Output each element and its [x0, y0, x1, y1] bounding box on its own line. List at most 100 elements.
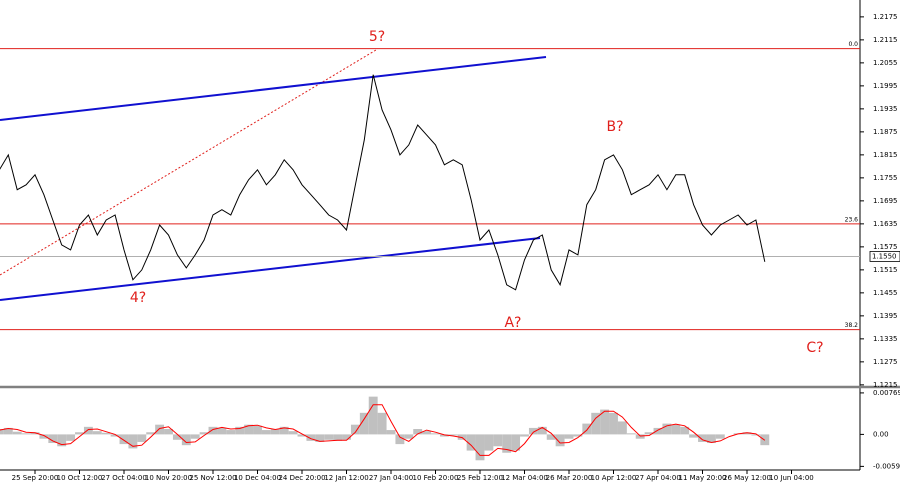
- fib-level-label: 0.0: [848, 41, 858, 48]
- histogram-bar: [635, 434, 645, 439]
- x-tick-label: 10 Dec 04:00: [234, 474, 281, 482]
- histogram-bar: [101, 432, 111, 435]
- histogram-bar: [48, 434, 58, 444]
- x-tick-label: 10 Jun 04:00: [769, 474, 813, 482]
- histogram-bar: [315, 434, 325, 442]
- histogram-bar: [493, 434, 503, 447]
- histogram-bar: [164, 429, 173, 435]
- y-tick-label: 1.1995: [873, 82, 898, 90]
- y-tick-label: 1.1275: [873, 358, 898, 366]
- y-tick-label: 1.1695: [873, 197, 898, 205]
- histogram-bar: [57, 434, 67, 447]
- histogram-bar: [502, 434, 512, 453]
- x-tick-label: 10 Apr 12:00: [591, 474, 637, 482]
- histogram-bar: [226, 430, 236, 435]
- x-tick-label: 27 Jan 04:00: [369, 474, 413, 482]
- wave-label: A?: [504, 315, 521, 331]
- histogram-bar: [644, 432, 654, 435]
- histogram-bar: [484, 434, 494, 451]
- y-tick-label: 1.1215: [873, 381, 898, 389]
- histogram-bar: [413, 429, 423, 435]
- histogram-bar: [172, 434, 182, 440]
- histogram-bar: [715, 434, 725, 439]
- y-tick-label: 1.1935: [873, 105, 898, 113]
- histogram-bar: [12, 431, 22, 435]
- y-tick-label: 1.1635: [873, 220, 898, 228]
- histogram-bar: [306, 434, 316, 441]
- y-tick-label: 1.2055: [873, 59, 898, 67]
- x-tick-label: 26 Mar 20:00: [546, 474, 593, 482]
- x-tick-label: 25 Sep 20:00: [12, 474, 59, 482]
- histogram-bar: [190, 434, 200, 439]
- histogram-bar: [591, 412, 601, 435]
- y-tick-label: 0.00769: [873, 389, 900, 397]
- histogram-bar: [653, 427, 663, 435]
- histogram-bar: [66, 434, 76, 441]
- histogram-bar: [75, 432, 84, 435]
- x-tick-label: 12 Mar 04:00: [501, 474, 548, 482]
- histogram-bar: [0, 429, 4, 435]
- histogram-bar: [350, 424, 360, 435]
- histogram-bar: [698, 434, 707, 442]
- histogram-bar: [600, 409, 610, 435]
- x-tick-label: 25 Feb 12:00: [457, 474, 503, 482]
- histogram-bar: [137, 434, 147, 442]
- histogram-bar: [573, 434, 583, 437]
- histogram-bar: [333, 434, 343, 441]
- current-price-label: 1.1550: [872, 252, 897, 260]
- current-price-box: [869, 251, 900, 262]
- x-tick-label: 27 Apr 04:00: [635, 474, 681, 482]
- histogram-bar: [377, 412, 387, 435]
- fib-trend-line: [0, 49, 377, 276]
- histogram-bar: [244, 424, 254, 435]
- y-tick-label: 1.1335: [873, 335, 898, 343]
- histogram-bar: [181, 434, 191, 446]
- histogram-bar: [439, 434, 449, 437]
- price-line: [0, 74, 766, 291]
- wave-label: B?: [606, 119, 623, 135]
- histogram-bar: [279, 426, 289, 435]
- channel-upper: [0, 56, 547, 121]
- histogram-bar: [706, 434, 716, 444]
- histogram-bar: [466, 434, 476, 451]
- histogram-bar: [431, 433, 440, 435]
- histogram-bar: [422, 431, 432, 435]
- histogram-bar: [83, 426, 93, 435]
- histogram-bar: [217, 427, 227, 435]
- y-tick-label: 1.1815: [873, 151, 898, 159]
- histogram-bar: [617, 421, 627, 435]
- histogram-bar: [39, 434, 49, 439]
- y-tick-label: 1.2175: [873, 13, 898, 21]
- histogram-bar: [110, 434, 120, 437]
- histogram-bar: [662, 423, 672, 435]
- histogram-bar: [155, 424, 165, 435]
- x-tick-label: 27 Oct 04:00: [101, 474, 147, 482]
- x-tick-label: 12 Jan 12:00: [324, 474, 368, 482]
- fib-level-label: 23.6: [845, 216, 859, 223]
- y-tick-label: -0.00593: [873, 462, 900, 470]
- fib-level-label: 38.2: [845, 322, 859, 329]
- x-tick-label: 10 Oct 12:00: [57, 474, 103, 482]
- histogram-bar: [564, 434, 574, 439]
- x-tick-label: 25 Nov 12:00: [189, 474, 236, 482]
- y-tick-label: 1.1395: [873, 312, 898, 320]
- histogram-bar: [680, 426, 690, 435]
- signal-line: [0, 404, 766, 456]
- histogram-bar: [475, 434, 485, 461]
- histogram-bar: [342, 434, 351, 440]
- histogram-bar: [386, 430, 396, 435]
- histogram-bar: [368, 396, 378, 435]
- histogram-bar: [359, 412, 369, 435]
- histogram-bar: [119, 434, 129, 445]
- y-tick-label: 1.1455: [873, 289, 898, 297]
- histogram-bar: [261, 430, 271, 435]
- histogram-bar: [626, 433, 636, 435]
- x-tick-label: 10 Nov 20:00: [145, 474, 192, 482]
- histogram-bar: [511, 434, 521, 451]
- histogram-bar: [21, 433, 31, 435]
- y-tick-label: 1.1515: [873, 266, 898, 274]
- histogram-bar: [528, 427, 538, 435]
- x-tick-label: 26 May 12:00: [723, 474, 771, 482]
- histogram-bar: [742, 432, 752, 435]
- histogram-bar: [689, 434, 699, 438]
